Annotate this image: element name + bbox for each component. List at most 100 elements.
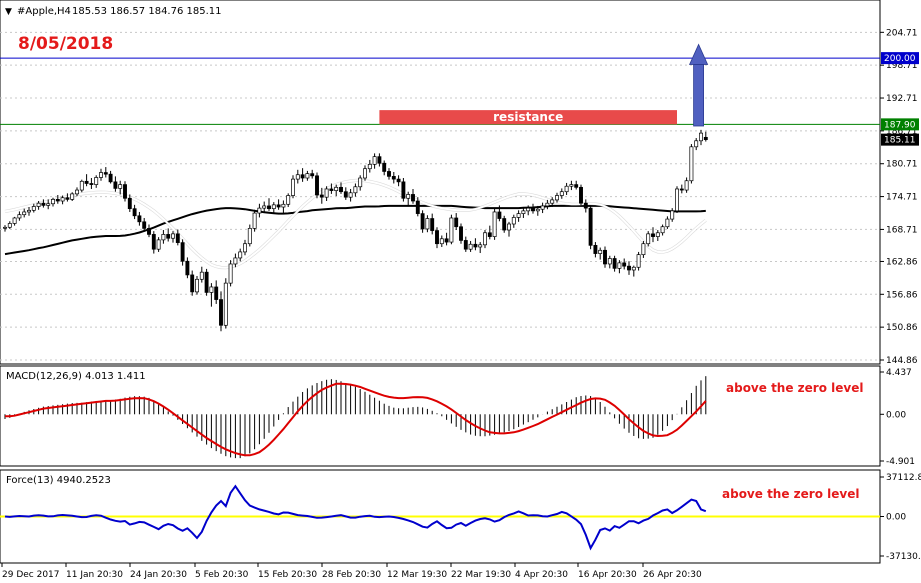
candle-body [411,194,415,202]
candle-body [147,228,151,235]
candle-body [94,177,99,185]
candle-body [219,299,223,326]
macd-annotation: above the zero level [726,381,863,395]
arrow-shaft[interactable] [693,64,704,127]
candle-body [603,249,607,265]
candle-body [343,191,348,198]
candle-body [377,156,382,164]
candle-body [310,173,315,177]
force-line [4,484,707,551]
price-tick-label: 150.86 [886,323,918,333]
candle-body [583,202,588,209]
candle-body [84,180,89,184]
candle-body [675,188,679,212]
macd-tick-label: 0.00 [886,410,906,420]
candles [3,129,708,332]
candle-body [276,204,281,208]
price-tick-label: 204.71 [886,28,918,38]
force-label: Force(13) 4940.2523 [6,475,111,486]
macd-panel[interactable] [0,365,881,467]
candle-body [641,243,646,256]
candle-body [607,258,612,265]
candle-body [372,156,377,165]
candle-body [137,215,142,223]
candle-body [487,232,492,237]
date-annotation: 8/05/2018 [18,34,113,54]
candle-body [348,192,353,198]
candle-body [382,162,387,172]
candle-body [569,184,574,187]
candle-body [295,174,300,180]
macd-signal-line [5,382,707,457]
chart-menu-icon[interactable]: ▼ [5,7,12,17]
price-tick-label: 180.71 [886,160,918,170]
force-series: 37112.89 0.00 -37130.46 [0,473,921,562]
time-tick-label: 28 Feb 20:30 [322,570,381,580]
price-tick-label: 174.71 [886,193,918,203]
candle-body [636,254,641,268]
candle-body [497,211,502,219]
candle-body [31,206,36,211]
candle-body [665,218,670,228]
candle-body [703,136,708,140]
candle-body [113,181,118,189]
arrow-head[interactable] [688,43,709,65]
candle-body [387,171,391,177]
last-price-tag [881,133,919,146]
candle-body [171,233,175,239]
candle-body [243,243,247,253]
candle-body [507,223,511,231]
level-price-label: 200.00 [884,54,916,64]
candle-body [156,239,161,250]
price-tick-label: 144.86 [886,356,918,366]
candle-body [209,286,214,293]
price-panel[interactable] [0,0,881,365]
candle-body [588,207,593,246]
candle-body [247,228,252,245]
resistance-zone[interactable]: resistance [379,110,677,125]
up-arrow[interactable] [688,43,709,127]
sma-slow-line [4,204,706,256]
candle-body [238,251,243,259]
candle-body [103,172,108,175]
macd-tick-label: -4.901 [886,457,915,467]
resistance-rect[interactable] [379,110,677,125]
candle-body [617,262,622,269]
candle-body [41,202,46,206]
time-tick-label: 29 Dec 2017 [2,570,60,580]
candle-body [161,234,166,241]
candle-body [60,197,65,202]
candle-body [684,180,689,191]
candle-body [70,193,75,200]
time-tick-label: 24 Jan 20:30 [130,570,187,580]
macd-tick-label: 4.437 [886,368,912,378]
candle-body [36,202,41,207]
candle-body [291,178,295,196]
candle-body [334,186,339,191]
force-annotation: above the zero level [722,487,859,501]
candle-body [535,208,540,212]
force-tick-label: 0.00 [886,512,906,522]
candle-body [574,184,579,188]
candle-body [564,185,569,193]
horizontal-levels[interactable]: 200.00 187.90 185.11 [0,52,919,146]
candle-body [401,181,406,199]
resistance-label: resistance [493,110,563,124]
price-tick-label: 186.71 [886,127,918,137]
candle-body [233,257,238,265]
level-price-tag [881,118,919,131]
candle-body [545,202,550,207]
candle-body [579,186,583,204]
candle-body [262,205,267,209]
candle-body [89,183,94,185]
candle-body [51,199,55,205]
candle-body [7,223,12,228]
candle-body [142,221,147,229]
time-axis: 29 Dec 2017 11 Jan 20:30 24 Jan 20:30 5 Feb… [1,563,702,580]
force-tick-label: -37130.46 [886,552,921,562]
time-tick-label: 11 Jan 20:30 [66,570,123,580]
candle-body [555,195,559,201]
candle-body [679,188,684,191]
candle-body [195,278,199,293]
